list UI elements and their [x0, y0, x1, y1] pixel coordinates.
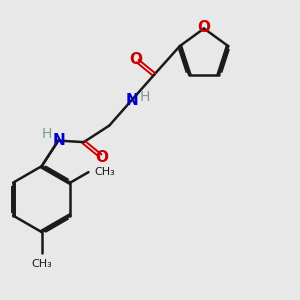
Text: O: O [197, 20, 211, 34]
Text: CH₃: CH₃ [94, 167, 115, 177]
Text: O: O [95, 150, 108, 165]
Text: H: H [42, 127, 52, 141]
Text: CH₃: CH₃ [32, 259, 52, 269]
Text: O: O [130, 52, 143, 67]
Text: N: N [125, 93, 138, 108]
Text: H: H [139, 89, 149, 103]
Text: N: N [52, 133, 65, 148]
